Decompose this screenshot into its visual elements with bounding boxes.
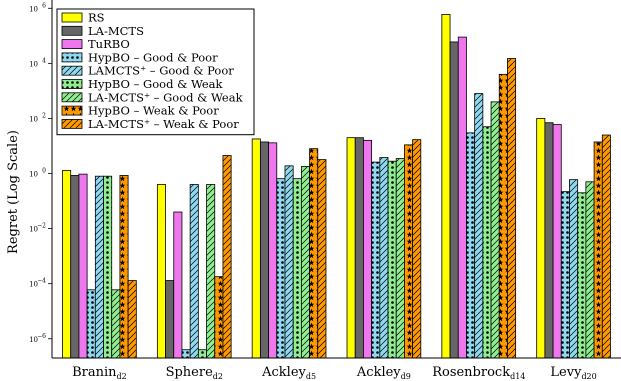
legend-swatch <box>61 65 83 76</box>
y-tick-label: 10−2 <box>29 223 46 234</box>
bar-1-3 <box>181 349 191 359</box>
bar-3-1 <box>354 137 364 359</box>
bar-0-0 <box>62 169 72 359</box>
legend-swatch <box>61 119 83 129</box>
bar-5-1 <box>544 122 554 359</box>
bar-4-3 <box>466 132 476 359</box>
y-tick-label: 10 2 <box>29 112 46 123</box>
bar-5-3 <box>560 191 570 359</box>
bar-3-5 <box>387 160 397 359</box>
y-tick-label: 10 0 <box>29 168 46 179</box>
bar-2-3 <box>276 178 286 359</box>
bar-1-4 <box>189 184 199 359</box>
legend-label: LA-MCTS <box>88 24 144 38</box>
y-tick-label: 10 4 <box>29 57 46 68</box>
bar-1-6 <box>206 184 216 359</box>
bar-4-4 <box>474 93 484 359</box>
bar-1-8 <box>222 155 232 359</box>
bar-2-6 <box>300 166 310 359</box>
bar-1-1 <box>165 280 175 359</box>
bar-3-0 <box>346 137 356 359</box>
bar-4-0 <box>441 13 451 359</box>
bar-1-5 <box>197 349 207 359</box>
bar-3-6 <box>395 158 405 359</box>
legend-box <box>56 8 255 136</box>
x-tick-label: Sphered2 <box>166 365 223 381</box>
x-tick-label: Branind2 <box>72 365 127 381</box>
bar-2-4 <box>284 165 294 359</box>
y-axis-label: Regret (Log Scale) <box>6 130 21 254</box>
y-tick-label: 10−6 <box>29 333 46 344</box>
bar-4-2 <box>457 36 467 359</box>
bar-5-5 <box>577 192 587 359</box>
x-tick-label: Ackleyd5 <box>261 365 316 381</box>
bar-4-7 <box>498 73 508 359</box>
bars-layer: Branind2 Sphered2 Ackleyd5 Ackleyd9 Rosenbro… <box>62 13 611 381</box>
legend-label: RS <box>88 11 105 25</box>
bar-0-2 <box>78 173 88 359</box>
legend-label: LA-MCTS⁺ – Weak & Poor <box>88 117 239 131</box>
bar-3-7 <box>404 144 414 359</box>
y-tick-label: 10−4 <box>29 278 46 289</box>
bar-0-8 <box>127 280 137 359</box>
legend-label: LA-MCTS⁺ – Good & Weak <box>88 90 244 104</box>
bar-3-2 <box>363 139 373 359</box>
x-tick-label: Rosenbrockd14 <box>432 365 525 381</box>
bar-4-5 <box>482 126 492 359</box>
legend-label: LAMCTS⁺ – Good & Poor <box>88 64 234 78</box>
legend-label: HypBO – Good & Poor <box>88 50 218 64</box>
x-tick-label: Levyd20 <box>550 365 596 381</box>
bar-4-8 <box>507 58 517 359</box>
bar-1-7 <box>214 276 224 359</box>
legend-label: HypBO – Weak & Poor <box>88 104 219 118</box>
legend-swatch <box>61 92 83 103</box>
bar-2-7 <box>309 148 319 359</box>
y-axis-label-group: Regret (Log Scale) <box>6 130 21 254</box>
bar-1-0 <box>156 184 166 359</box>
bar-5-6 <box>585 181 595 359</box>
bar-2-0 <box>251 138 261 359</box>
bar-0-4 <box>94 175 104 359</box>
bar-0-1 <box>70 175 80 359</box>
bar-2-2 <box>268 142 278 359</box>
bar-5-7 <box>593 141 603 359</box>
legend-label: HypBO – Good & Weak <box>88 77 224 91</box>
bar-0-7 <box>119 175 129 359</box>
legend-label: TuRBO <box>88 37 130 51</box>
bar-2-5 <box>292 178 302 359</box>
bar-5-2 <box>552 124 562 359</box>
legend-swatch <box>61 105 83 116</box>
bar-0-5 <box>103 175 113 359</box>
legend-swatch <box>61 52 83 63</box>
bar-3-8 <box>412 139 422 359</box>
bar-5-4 <box>569 179 579 359</box>
bar-3-4 <box>379 157 389 359</box>
legend-swatch <box>61 39 83 49</box>
bar-5-8 <box>601 134 611 359</box>
bar-4-1 <box>449 41 459 359</box>
legend-swatch <box>61 79 83 89</box>
bar-2-8 <box>317 159 327 359</box>
bar-0-3 <box>86 289 96 359</box>
legend-swatch <box>61 25 83 36</box>
bar-0-6 <box>111 289 121 359</box>
bar-2-1 <box>259 141 269 359</box>
bar-1-2 <box>173 211 183 359</box>
bar-4-6 <box>490 101 500 359</box>
bar-3-3 <box>371 161 381 359</box>
legend-swatch <box>61 12 83 23</box>
y-tick-label: 10 6 <box>29 2 46 13</box>
x-tick-label: Ackleyd9 <box>356 365 411 381</box>
bar-5-0 <box>536 118 546 359</box>
